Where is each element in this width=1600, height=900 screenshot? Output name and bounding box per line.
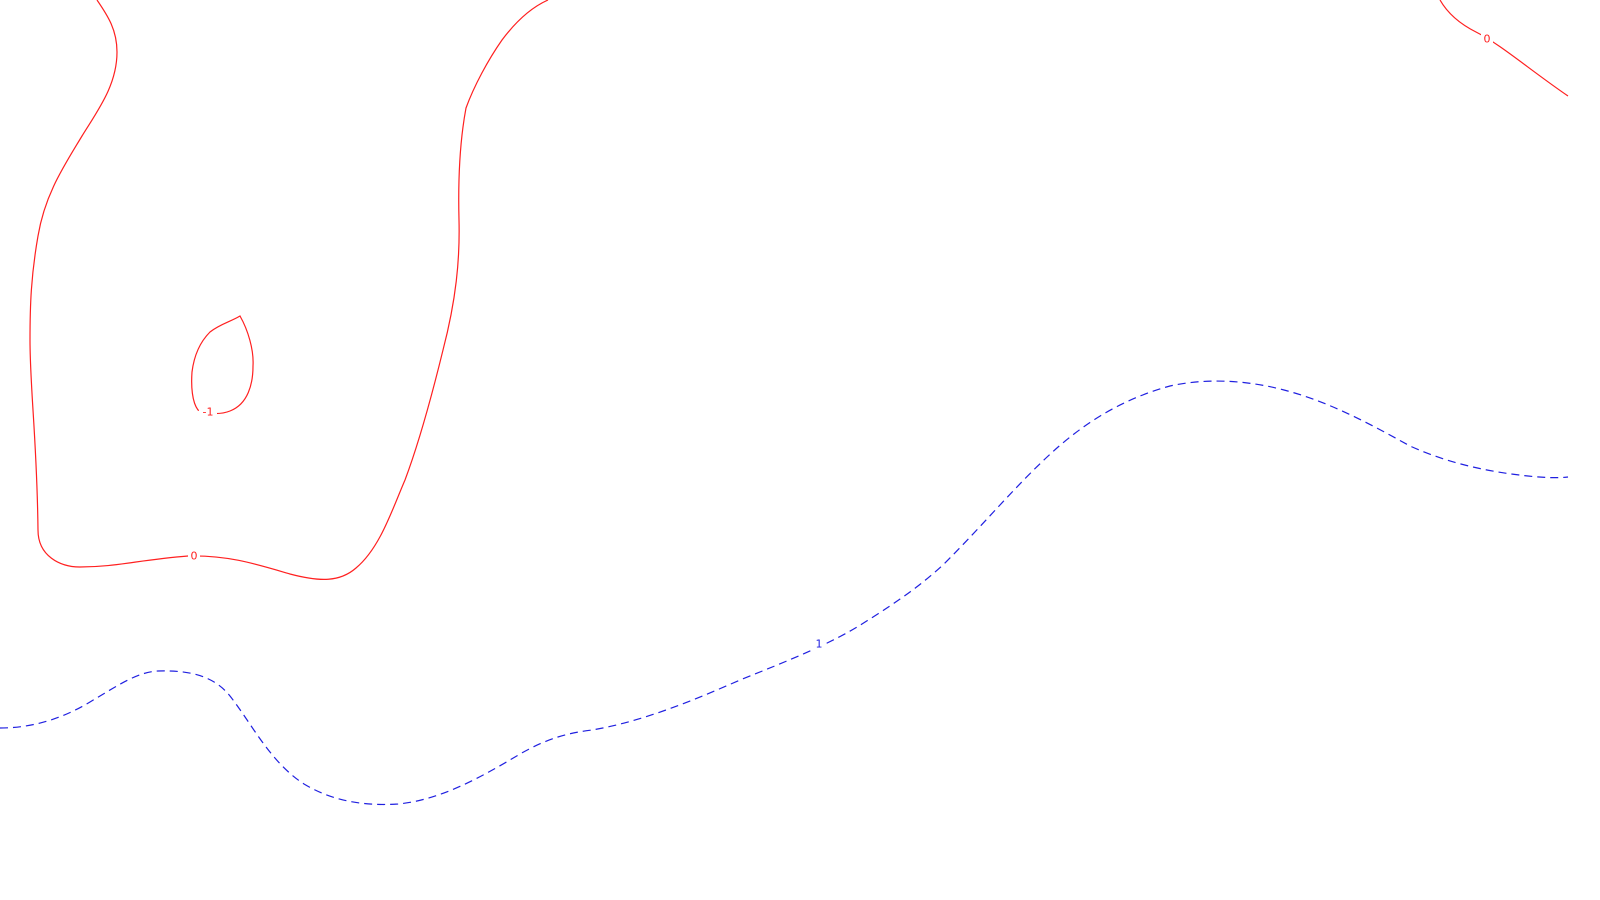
contour-label-zero-right: 0 [1481,32,1493,46]
contour-line-minus-one [191,315,254,415]
contour-label-minus-one-text: -1 [203,406,214,419]
contour-label-zero-left-text: 0 [191,550,198,563]
contour-line-zero-right [1439,0,1569,97]
contour-label-minus-one: -1 [199,405,217,419]
contour-label-zero-right-text: 0 [1484,33,1491,46]
contour-line-zero-left [29,0,549,580]
contour-label-one-text: 1 [816,638,823,651]
contour-label-zero-left: 0 [188,549,200,563]
contour-line-one [0,380,1569,806]
contour-label-one: 1 [812,637,826,651]
